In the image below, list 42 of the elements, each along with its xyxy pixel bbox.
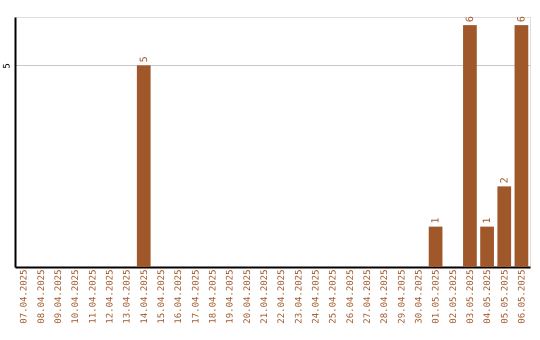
- x-tick-label: 25.04.2025: [328, 270, 339, 324]
- x-tick-label: 10.04.2025: [71, 270, 82, 324]
- x-tick-label: 03.05.2025: [466, 270, 476, 324]
- x-tick-label: 01.05.2025: [432, 270, 442, 324]
- x-tick-label: 21.04.2025: [260, 270, 270, 324]
- x-tick-label: 16.04.2025: [174, 270, 184, 324]
- x-tick-label: 28.04.2025: [380, 270, 390, 324]
- x-tick-label: 17.04.2025: [191, 270, 202, 324]
- bar: [480, 226, 494, 267]
- data-label: 6: [464, 16, 476, 22]
- x-tick-label: 04.05.2025: [483, 270, 494, 324]
- data-label: 6: [516, 16, 528, 22]
- x-tick-label: 02.05.2025: [448, 270, 459, 324]
- x-tick-label: 29.04.2025: [397, 270, 408, 324]
- x-tick-label: 14.04.2025: [140, 270, 150, 324]
- bar: [136, 65, 151, 267]
- data-label: 5: [138, 56, 150, 62]
- x-tick-label: 30.04.2025: [414, 270, 424, 324]
- data-label: 1: [430, 218, 442, 224]
- x-tick-label: 11.04.2025: [88, 270, 98, 324]
- x-tick-label: 05.05.2025: [500, 270, 510, 324]
- x-tick-label: 27.04.2025: [362, 270, 373, 324]
- x-tick-label: 09.04.2025: [54, 270, 64, 324]
- x-tick-label: 20.04.2025: [242, 270, 253, 324]
- x-tick-label: 13.04.2025: [122, 270, 133, 324]
- bar: [514, 25, 528, 267]
- x-tick-label: 08.04.2025: [36, 270, 47, 324]
- x-tick-label: 22.04.2025: [277, 270, 288, 324]
- bar: [463, 25, 477, 267]
- x-tick-label: 24.04.2025: [311, 270, 322, 324]
- x-tick-label: 06.05.2025: [517, 270, 528, 324]
- x-tick-label: 15.04.2025: [156, 270, 167, 324]
- x-tick-label: 26.04.2025: [346, 270, 356, 324]
- bar: [428, 226, 442, 267]
- data-label: 1: [482, 218, 494, 224]
- x-tick-label: 12.04.2025: [105, 270, 116, 324]
- x-tick-label: 18.04.2025: [208, 270, 218, 324]
- x-tick-label: 07.04.2025: [20, 270, 30, 324]
- data-label: 2: [499, 177, 510, 184]
- x-tick-label: 19.04.2025: [226, 270, 236, 324]
- x-tick-label: 23.04.2025: [294, 270, 304, 324]
- bar: [497, 186, 512, 267]
